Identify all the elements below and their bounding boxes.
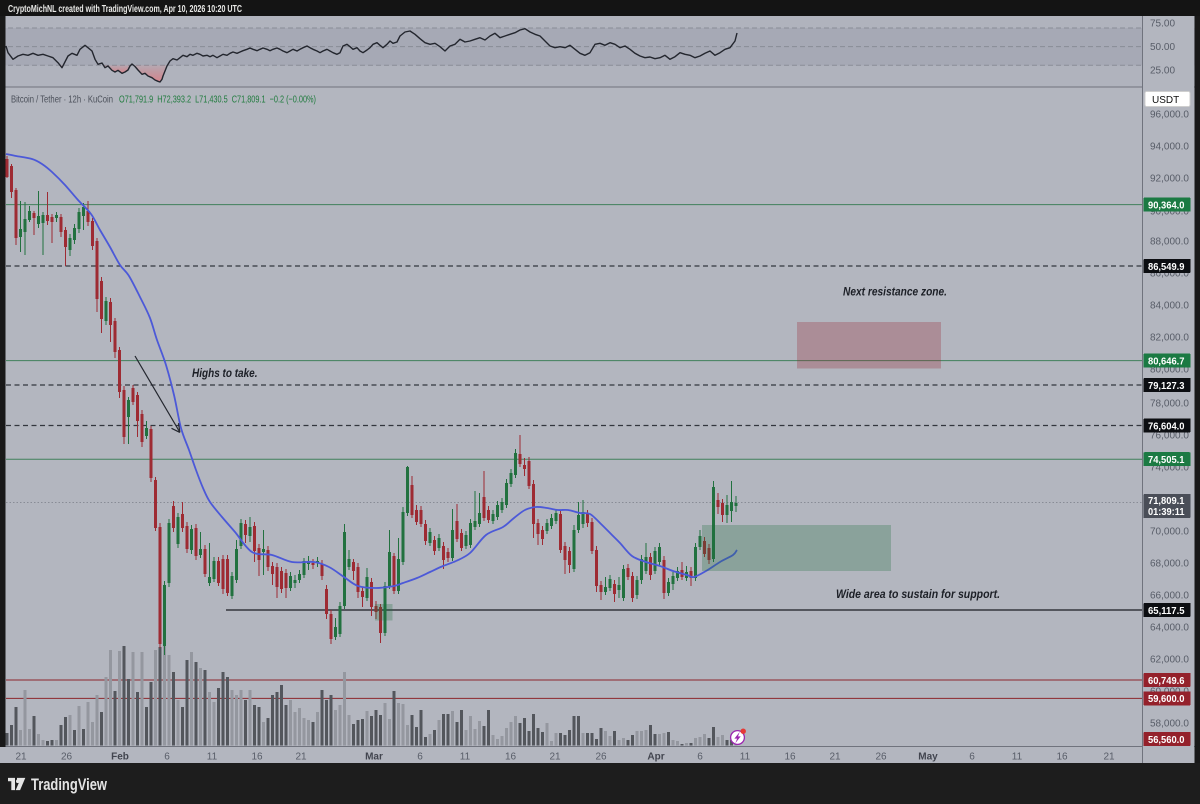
svg-text:21: 21 xyxy=(1103,752,1115,763)
svg-text:68,000.0: 68,000.0 xyxy=(1150,559,1189,570)
svg-text:USDT: USDT xyxy=(1152,95,1179,106)
svg-text:Highs to take.: Highs to take. xyxy=(192,368,258,380)
svg-text:86,549.9: 86,549.9 xyxy=(1148,262,1185,273)
svg-text:May: May xyxy=(918,752,938,763)
svg-text:Apr: Apr xyxy=(647,752,664,763)
svg-text:6: 6 xyxy=(164,752,170,763)
svg-text:86,000.0: 86,000.0 xyxy=(1150,269,1189,280)
svg-text:16: 16 xyxy=(251,752,263,763)
svg-text:6: 6 xyxy=(697,752,703,763)
svg-text:11: 11 xyxy=(207,752,218,763)
svg-text:88,000.0: 88,000.0 xyxy=(1150,237,1189,248)
svg-text:50.00: 50.00 xyxy=(1150,42,1175,53)
svg-text:TradingView: TradingView xyxy=(31,776,107,794)
svg-text:16: 16 xyxy=(1056,752,1068,763)
svg-text:21: 21 xyxy=(15,752,27,763)
svg-text:21: 21 xyxy=(295,752,307,763)
svg-text:16: 16 xyxy=(505,752,517,763)
svg-text:70,000.0: 70,000.0 xyxy=(1150,527,1189,538)
svg-text:11: 11 xyxy=(1012,752,1023,763)
svg-text:76,000.0: 76,000.0 xyxy=(1150,431,1189,442)
svg-text:84,000.0: 84,000.0 xyxy=(1150,301,1189,312)
svg-text:90,000.0: 90,000.0 xyxy=(1150,207,1189,218)
svg-text:6: 6 xyxy=(417,752,423,763)
svg-text:Mar: Mar xyxy=(365,752,383,763)
svg-text:78,000.0: 78,000.0 xyxy=(1150,399,1189,410)
svg-text:92,000.0: 92,000.0 xyxy=(1150,174,1189,185)
svg-text:58,000.0: 58,000.0 xyxy=(1150,719,1189,730)
svg-text:80,000.0: 80,000.0 xyxy=(1150,365,1189,376)
svg-text:60,749.6: 60,749.6 xyxy=(1148,676,1185,687)
svg-text:25.00: 25.00 xyxy=(1150,65,1175,76)
svg-text:94,000.0: 94,000.0 xyxy=(1150,142,1189,153)
svg-text:26: 26 xyxy=(875,752,887,763)
svg-text:Feb: Feb xyxy=(111,752,129,763)
svg-text:26: 26 xyxy=(595,752,607,763)
svg-text:65,117.5: 65,117.5 xyxy=(1148,606,1185,617)
svg-text:79,127.3: 79,127.3 xyxy=(1148,381,1185,392)
svg-text:74,000.0: 74,000.0 xyxy=(1150,463,1189,474)
svg-text:CryptoMichNL created with Trad: CryptoMichNL created with TradingView.co… xyxy=(8,3,242,15)
svg-text:75.00: 75.00 xyxy=(1150,19,1175,30)
svg-text:82,000.0: 82,000.0 xyxy=(1150,333,1189,344)
svg-text:01:39:11: 01:39:11 xyxy=(1148,507,1185,518)
svg-text:11: 11 xyxy=(460,752,471,763)
svg-text:O71,791.9 H72,393.2 L71,430.: O71,791.9 H72,393.2 L71,430.5 C71,809.1 … xyxy=(119,94,316,106)
svg-text:Wide area to sustain for suppo: Wide area to sustain for support. xyxy=(836,589,1000,601)
svg-text:21: 21 xyxy=(829,752,841,763)
svg-text:11: 11 xyxy=(740,752,751,763)
svg-text:21: 21 xyxy=(549,752,561,763)
svg-text:71,809.1: 71,809.1 xyxy=(1148,496,1185,507)
svg-text:76,604.0: 76,604.0 xyxy=(1148,421,1185,432)
svg-text:66,000.0: 66,000.0 xyxy=(1150,591,1189,602)
svg-text:59,600.0: 59,600.0 xyxy=(1148,694,1185,705)
svg-text:16: 16 xyxy=(784,752,796,763)
svg-text:Bitcoin / Tether · 12h · KuCoi: Bitcoin / Tether · 12h · KuCoin xyxy=(11,94,113,106)
svg-text:26: 26 xyxy=(61,752,73,763)
svg-text:90,364.0: 90,364.0 xyxy=(1148,200,1185,211)
svg-text:62,000.0: 62,000.0 xyxy=(1150,655,1189,666)
svg-text:74,505.1: 74,505.1 xyxy=(1148,455,1185,466)
svg-text:Next resistance zone.: Next resistance zone. xyxy=(843,287,947,299)
svg-text:56,560.0: 56,560.0 xyxy=(1148,735,1185,746)
svg-text:80,646.7: 80,646.7 xyxy=(1148,356,1185,367)
svg-text:6: 6 xyxy=(969,752,975,763)
svg-text:64,000.0: 64,000.0 xyxy=(1150,623,1189,634)
svg-text:96,000.0: 96,000.0 xyxy=(1150,110,1189,121)
